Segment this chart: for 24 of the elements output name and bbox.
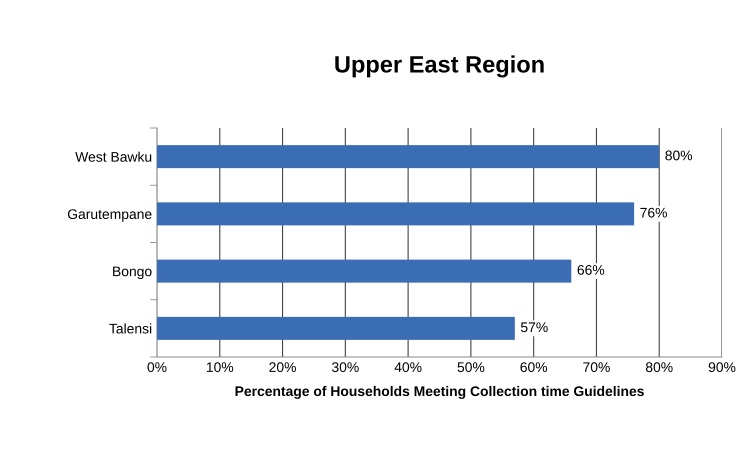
y-tick-label: Garutempane xyxy=(68,209,152,222)
x-tick-label: 20% xyxy=(269,362,296,372)
x-axis-title: Percentage of Households Meeting Collection time Guidelines xyxy=(236,386,644,399)
bar xyxy=(157,202,634,226)
x-tick-label: 30% xyxy=(332,362,359,372)
x-tick-label: 10% xyxy=(206,362,234,372)
x-tick-label: 50% xyxy=(458,362,484,372)
bar xyxy=(157,145,660,168)
data-label: 66% xyxy=(578,265,604,275)
chart-title: Upper East Region xyxy=(335,55,544,78)
data-label: 76% xyxy=(640,208,667,218)
x-tick-label: 0% xyxy=(148,362,167,372)
bar xyxy=(157,260,572,283)
bar xyxy=(157,316,515,340)
y-tick-label: Bongo xyxy=(113,266,152,280)
y-tick-label: West Bawku xyxy=(75,152,152,162)
x-tick-label: 40% xyxy=(394,362,422,372)
x-tick-label: 80% xyxy=(646,362,673,372)
data-label: 80% xyxy=(665,150,692,160)
x-tick-label: 70% xyxy=(583,362,610,372)
data-label: 57% xyxy=(520,322,548,332)
x-tick-label: 60% xyxy=(520,362,548,372)
x-tick-label: 90% xyxy=(708,362,736,372)
y-tick-label: Talensi xyxy=(109,323,152,334)
